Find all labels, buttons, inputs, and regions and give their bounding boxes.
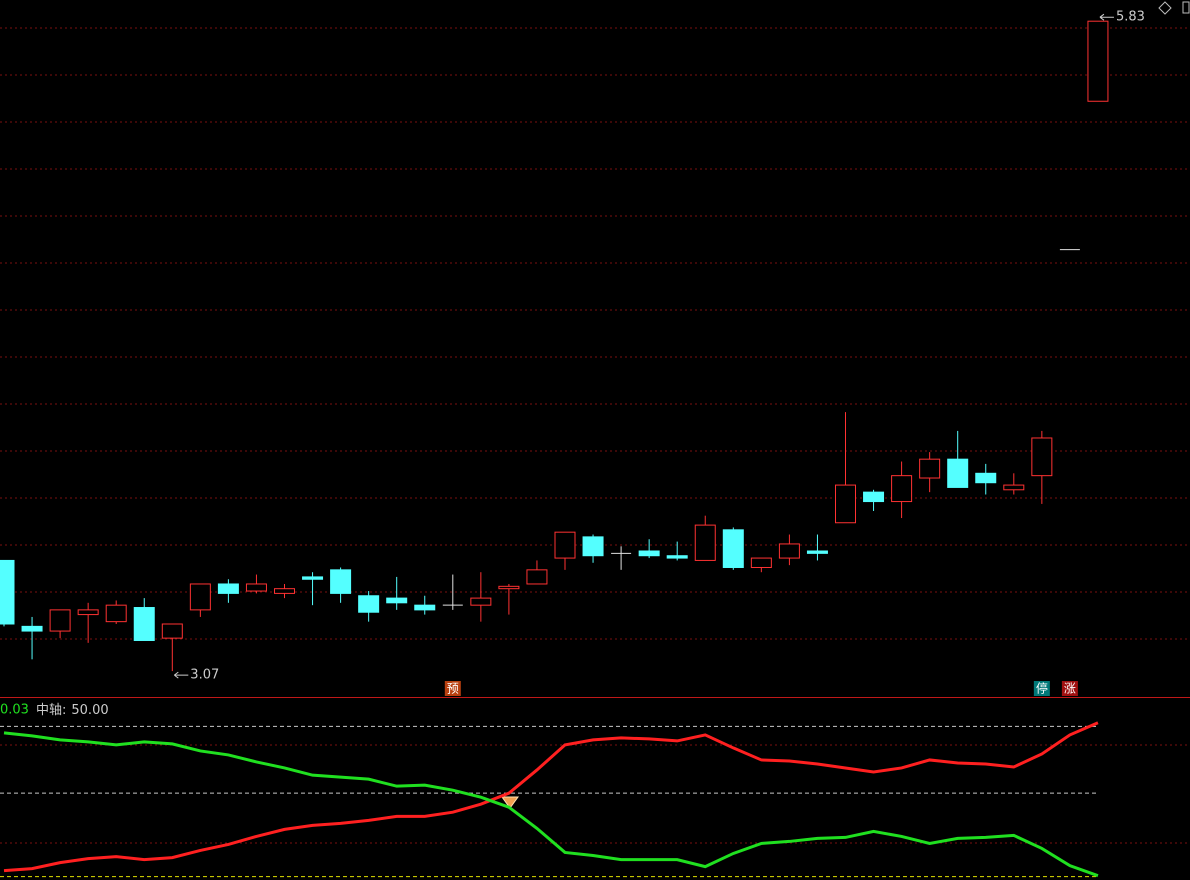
midline-value: 50.00 bbox=[71, 703, 108, 718]
midline-name: 中轴: bbox=[36, 703, 66, 718]
icon-diamond[interactable] bbox=[1158, 1, 1172, 15]
candle-body bbox=[358, 595, 380, 613]
icon-panel[interactable] bbox=[1182, 1, 1190, 14]
marker-label: 涨 bbox=[1064, 681, 1076, 696]
candle-body bbox=[498, 585, 520, 590]
price-arrow bbox=[1099, 13, 1114, 21]
marker-label: 预 bbox=[447, 682, 459, 696]
candle-body bbox=[386, 597, 408, 604]
price-label: 5.83 bbox=[1116, 10, 1145, 25]
candle-body bbox=[274, 588, 295, 594]
indicator-value: 0.03 bbox=[0, 703, 29, 718]
candle-body bbox=[330, 569, 352, 594]
candle-body bbox=[49, 609, 71, 632]
candle-body bbox=[414, 604, 436, 611]
candle-body bbox=[217, 583, 239, 594]
indicator-line bbox=[3, 731, 1099, 878]
candle-body bbox=[722, 529, 744, 568]
candle-body bbox=[470, 597, 492, 606]
candle-body bbox=[891, 475, 913, 503]
candle-body bbox=[638, 550, 660, 557]
candle-body bbox=[863, 491, 885, 503]
candle-body bbox=[245, 583, 267, 592]
candle-body bbox=[105, 604, 127, 623]
grid bbox=[0, 27, 1190, 844]
candle-body bbox=[189, 583, 211, 611]
candle-body bbox=[161, 623, 183, 639]
candle-body bbox=[526, 569, 548, 585]
candle-body bbox=[806, 550, 828, 554]
candle-body bbox=[975, 472, 997, 484]
marker-label: 停 bbox=[1036, 681, 1048, 696]
candle-body bbox=[554, 531, 576, 559]
candle-body bbox=[302, 576, 324, 580]
candle-body bbox=[133, 607, 155, 641]
indicator-line bbox=[3, 721, 1099, 873]
candle-body bbox=[0, 559, 15, 625]
signal-icon bbox=[501, 796, 519, 809]
candle-body bbox=[21, 625, 43, 632]
price-label: 3.07 bbox=[190, 668, 219, 683]
candle-body bbox=[1087, 20, 1109, 102]
candle-body bbox=[582, 536, 604, 557]
midline-caption: 中轴: 50.00 bbox=[36, 703, 109, 718]
candle-body bbox=[750, 557, 772, 568]
candle-body bbox=[835, 484, 856, 524]
candle-body bbox=[666, 555, 688, 559]
candle-body bbox=[694, 524, 716, 561]
marker-box bbox=[1033, 681, 1050, 696]
candle-body bbox=[1003, 484, 1025, 491]
marker-box bbox=[1061, 681, 1078, 696]
marker-box bbox=[444, 681, 461, 696]
candle-body bbox=[1031, 437, 1053, 477]
candle-body bbox=[947, 458, 969, 488]
candle-body bbox=[77, 609, 99, 616]
candle-body bbox=[778, 543, 800, 559]
price-arrow bbox=[174, 671, 189, 679]
candle-body bbox=[919, 458, 941, 479]
